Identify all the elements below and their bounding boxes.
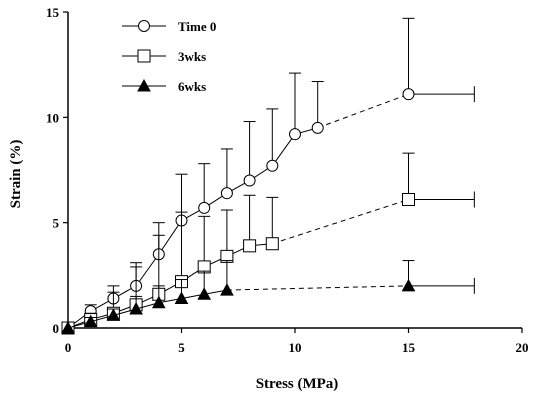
series-line <box>271 133 296 167</box>
data-point <box>402 88 415 101</box>
data-point <box>289 128 301 141</box>
legend-item-3wks: 3wks <box>122 49 206 64</box>
data-point <box>198 201 211 214</box>
series-line <box>135 253 160 287</box>
legend-item-time-0: Time 0 <box>122 19 216 34</box>
series-3wks <box>61 152 475 335</box>
series-line-dashed <box>272 199 409 245</box>
data-point <box>129 301 143 315</box>
series-6wks <box>61 260 475 334</box>
y-tick-label: 10 <box>46 110 59 125</box>
x-tick-label: 15 <box>402 340 416 355</box>
legend-marker <box>137 78 151 92</box>
series-line-dashed <box>317 93 409 129</box>
x-tick-label: 10 <box>289 340 302 355</box>
legend-marker <box>138 20 150 32</box>
data-point <box>220 187 233 200</box>
y-tick-label: 5 <box>53 216 60 231</box>
plot-area <box>61 17 475 335</box>
axes: 0 5 10 15 20 0 5 10 15 <box>46 5 529 355</box>
data-point <box>243 239 257 253</box>
data-point <box>174 291 189 305</box>
data-point <box>106 308 121 321</box>
legend-label: Time 0 <box>178 19 216 34</box>
legend-label: 3wks <box>178 49 206 64</box>
data-point <box>402 192 415 206</box>
data-point <box>243 174 256 187</box>
legend-label: 6wks <box>178 79 206 94</box>
legend-marker <box>137 49 151 63</box>
data-point <box>311 121 324 134</box>
series-line <box>158 220 182 255</box>
y-tick-label: 0 <box>53 321 60 336</box>
series-line-dashed <box>226 285 409 291</box>
y-tick-label: 15 <box>46 5 60 20</box>
y-axis-label: Strain (%) <box>8 140 24 209</box>
data-point <box>401 278 416 292</box>
legend-item-6wks: 6wks <box>122 78 206 94</box>
data-point <box>266 159 279 172</box>
x-tick-label: 20 <box>516 340 529 355</box>
data-point <box>83 314 98 328</box>
data-point <box>197 287 212 300</box>
data-point <box>151 295 166 309</box>
x-tick-label: 0 <box>65 340 72 355</box>
data-point <box>265 237 279 251</box>
x-axis-label: Stress (MPa) <box>256 376 339 392</box>
legend: Time 0 3wks 6wks <box>122 19 216 94</box>
data-point <box>220 283 234 296</box>
x-tick-label: 5 <box>178 340 185 355</box>
data-point <box>61 320 75 334</box>
